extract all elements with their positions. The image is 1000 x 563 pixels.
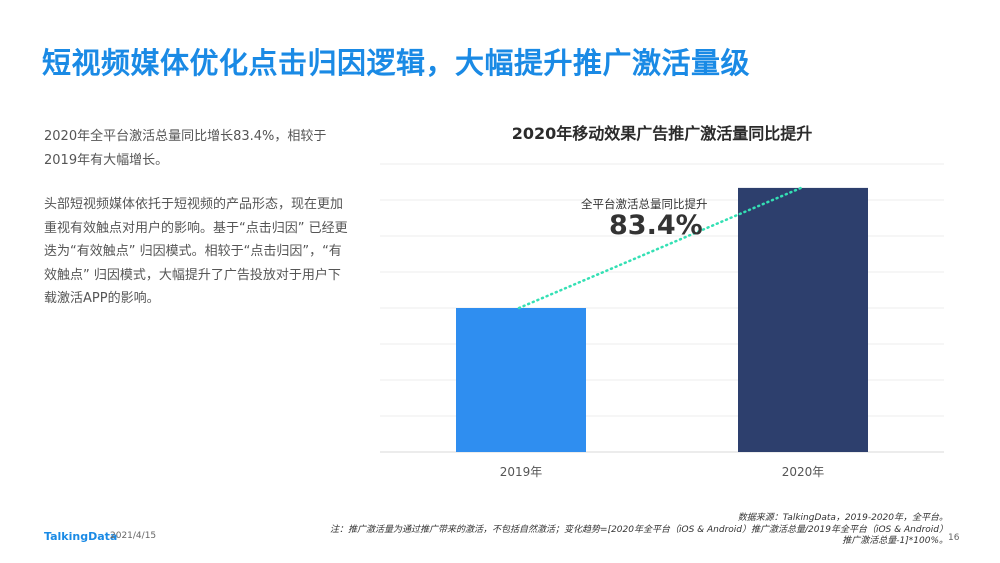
definition-note: 注：推广激活量为通过推广带来的激活，不包括自然激活；变化趋势=[2020年全平台… — [330, 525, 948, 546]
page-number: 16 — [948, 533, 960, 543]
data-source-note: 数据来源：TalkingData，2019-2020年，全平台。 — [737, 513, 948, 523]
bar-1 — [456, 308, 586, 452]
x-tick-label: 2020年 — [782, 465, 825, 479]
chart-title: 2020年移动效果广告推广激活量同比提升 — [511, 124, 813, 143]
x-tick-label: 2019年 — [500, 465, 543, 479]
report-date: 2021/4/15 — [110, 531, 157, 541]
talkingdata-logo: TalkingData — [44, 530, 118, 543]
detail-paragraph: 头部短视频媒体依托于短视频的产品形态，现在更加重视有效触点对用户的影响。基于“点… — [44, 197, 348, 306]
page-title: 短视频媒体优化点击归因逻辑，大幅提升推广激活量级 — [42, 46, 751, 80]
growth-annotation-value: 83.4% — [609, 210, 703, 241]
trend-line — [517, 186, 803, 310]
growth-annotation-label: 全平台激活总量同比提升 — [581, 197, 708, 211]
summary-paragraph: 2020年全平台激活总量同比增长83.4%，相较于2019年有大幅增长。 — [44, 129, 327, 168]
bar-2 — [738, 187, 868, 453]
